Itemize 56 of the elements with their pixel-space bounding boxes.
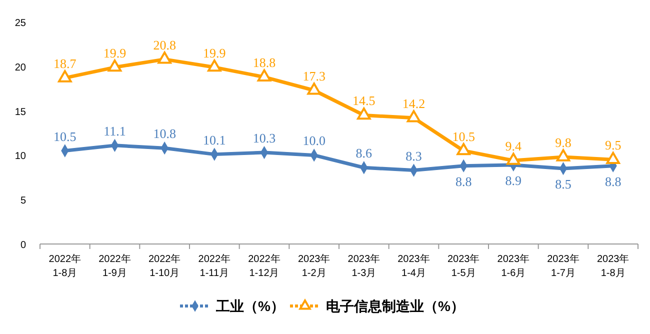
legend-label: 电子信息制造业（%） — [326, 298, 464, 314]
y-tick-label: 5 — [20, 196, 26, 207]
data-label: 8.3 — [406, 148, 422, 164]
point — [257, 69, 272, 82]
x-tick-label: 2022年 1-12月 — [248, 253, 280, 279]
data-label: 10.1 — [203, 132, 226, 148]
y-tick-label: 20 — [14, 62, 26, 74]
point — [208, 59, 222, 72]
data-label: 14.5 — [352, 93, 376, 108]
data-label: 8.5 — [555, 176, 572, 192]
point — [357, 107, 371, 120]
x-tick-label: 2023年 1-6月 — [497, 253, 530, 279]
data-label: 10.5 — [54, 128, 76, 144]
point — [307, 82, 321, 95]
x-tick-label: 2023年 1-5月 — [447, 253, 480, 279]
x-tick-label: 2022年 1-11月 — [198, 253, 231, 279]
legend-label: 工业（%） — [215, 298, 284, 314]
data-label: 18.8 — [252, 55, 276, 70]
point — [58, 70, 72, 82]
x-tick-label: 2023年 1-3月 — [348, 253, 380, 279]
point — [406, 110, 421, 122]
x-tick-label: 2023年 1-4月 — [398, 253, 430, 279]
point — [456, 142, 470, 156]
x-tick-label: 2022年 1-9月 — [98, 253, 131, 279]
y-tick-label: 10 — [14, 151, 26, 162]
x-tick-label: 2023年 1-7月 — [547, 253, 580, 279]
data-label: 9.5 — [604, 138, 622, 153]
point — [108, 59, 122, 72]
data-label: 19.9 — [203, 45, 226, 60]
data-label: 17.3 — [302, 68, 326, 84]
data-label: 10.0 — [302, 133, 326, 148]
x-tick-label: 2022年 1-8月 — [48, 253, 82, 279]
x-tick-label: 2023年 1-2月 — [298, 253, 330, 279]
data-label: 9.8 — [555, 134, 572, 150]
data-label: 19.9 — [103, 45, 126, 60]
data-label: 10.5 — [452, 128, 475, 144]
data-label: 20.8 — [153, 37, 176, 52]
point — [556, 149, 570, 162]
data-label: 14.2 — [402, 96, 426, 111]
y-tick-label: 25 — [14, 18, 26, 29]
data-label: 8.9 — [505, 172, 522, 188]
y-tick-label: 0 — [20, 240, 26, 251]
point — [158, 52, 172, 64]
data-label: 8.6 — [356, 146, 373, 161]
point — [606, 152, 620, 164]
x-tick-label: 2023年 1-8月 — [596, 253, 630, 279]
data-label: 8.8 — [604, 174, 622, 189]
data-label: 8.8 — [455, 174, 472, 189]
x-tick-label: 2022年 1-10月 — [148, 253, 181, 279]
data-label: 9.4 — [505, 138, 522, 154]
data-label: 18.7 — [54, 56, 77, 71]
point — [506, 152, 520, 165]
data-label: 11.1 — [104, 123, 126, 138]
data-label: 10.8 — [153, 126, 176, 142]
data-label: 10.3 — [252, 130, 276, 146]
y-tick-label: 15 — [14, 106, 26, 118]
